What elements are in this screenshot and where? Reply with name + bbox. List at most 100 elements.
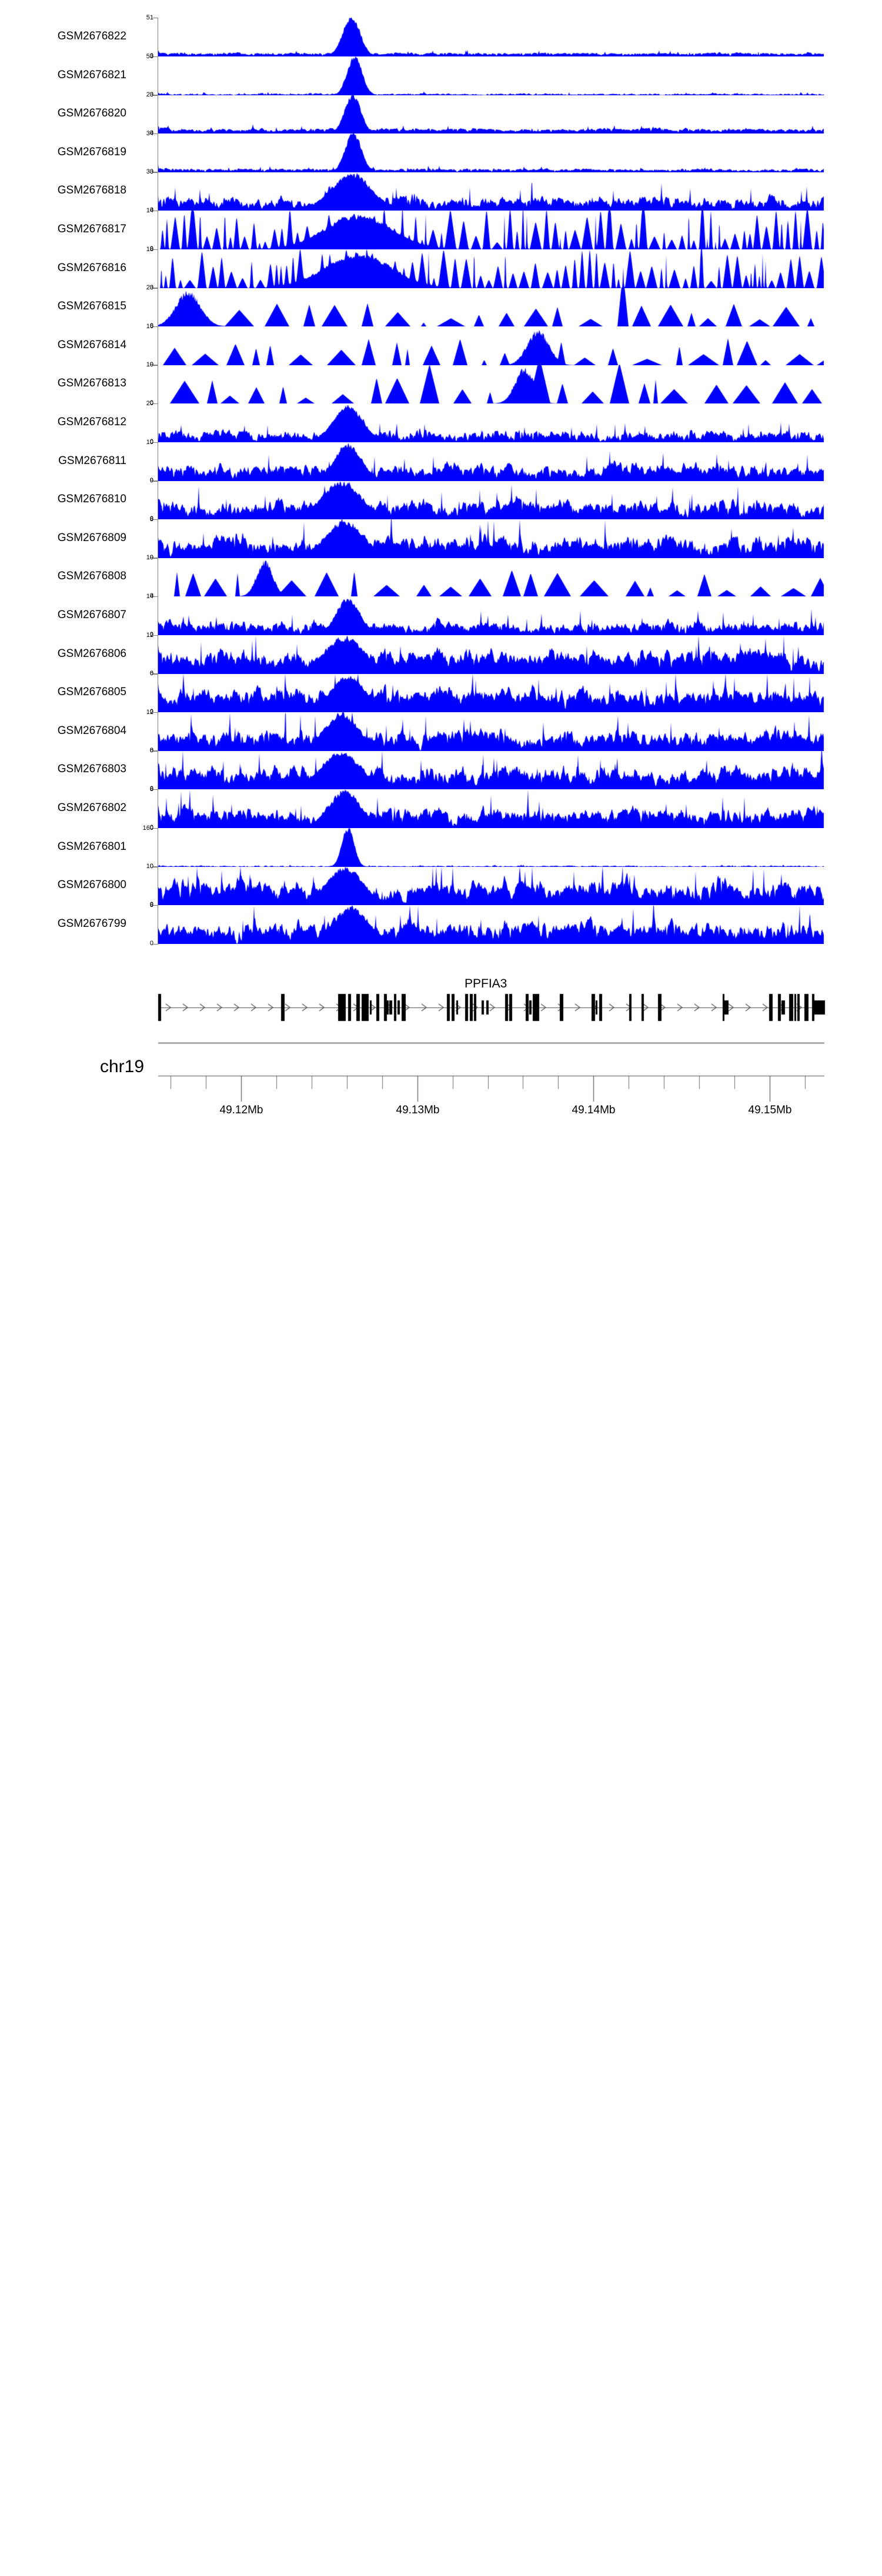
- coverage-track[interactable]: GSM2676821 53 0: [0, 53, 882, 98]
- coverage-track[interactable]: GSM2676820 23 0: [0, 91, 882, 136]
- coverage-track[interactable]: GSM2676802 8 0: [0, 786, 882, 831]
- coverage-signal: [158, 789, 824, 828]
- coverage-signal: [158, 712, 824, 751]
- coverage-track[interactable]: GSM2676806 12 0: [0, 631, 882, 677]
- y-axis-tick-max: [153, 326, 158, 327]
- coverage-track[interactable]: GSM2676808 19 0: [0, 555, 882, 599]
- coverage-track[interactable]: GSM2676810 9 0: [0, 477, 882, 523]
- y-axis-max-label: 16: [146, 322, 153, 330]
- y-axis-min-label: 0: [149, 91, 153, 98]
- track-sample-label: GSM2676801: [57, 840, 126, 853]
- y-axis-max-label: 18: [146, 245, 153, 253]
- track-sample-label: GSM2676812: [57, 416, 126, 428]
- track-sample-label: GSM2676821: [57, 68, 126, 81]
- y-axis-min-label: 0: [149, 438, 153, 445]
- y-axis-tick-max: [153, 403, 158, 404]
- coverage-track[interactable]: GSM2676799 8 0: [0, 901, 882, 946]
- y-axis-min-label: 0: [149, 901, 153, 909]
- coverage-track[interactable]: GSM2676819 34 0: [0, 129, 882, 175]
- coverage-track[interactable]: GSM2676801 160 0: [0, 824, 882, 870]
- y-axis-max-label: 51: [146, 14, 153, 21]
- coordinate-axis-canvas: [0, 1036, 882, 1102]
- coverage-signal: [158, 558, 824, 597]
- coverage-signal: [158, 249, 824, 288]
- y-axis-max-label: 8: [149, 515, 153, 523]
- coverage-track[interactable]: GSM2676817 14 0: [0, 207, 882, 252]
- y-axis-max-label: 10: [146, 438, 153, 446]
- coverage-signal: [158, 519, 824, 558]
- y-axis-min-label: 0: [149, 283, 153, 291]
- coverage-track[interactable]: GSM2676811 10 0: [0, 438, 882, 483]
- track-sample-label: GSM2676819: [57, 145, 126, 158]
- y-axis-min-label: 0: [149, 168, 153, 175]
- track-sample-label: GSM2676809: [57, 531, 126, 544]
- gene-name-label: PPFIA3: [465, 976, 507, 990]
- coverage-track[interactable]: GSM2676807 14 0: [0, 593, 882, 638]
- y-axis-max-label: 23: [146, 91, 153, 99]
- y-axis-min-label: 0: [149, 515, 153, 523]
- y-axis-tick-max: [153, 519, 158, 520]
- coverage-track[interactable]: GSM2676814 16 0: [0, 322, 882, 368]
- y-axis-max-label: 8: [149, 786, 153, 793]
- y-axis-min-label: 0: [149, 52, 153, 59]
- y-axis-max-label: 12: [146, 631, 153, 639]
- coordinate-tick-label: 49.14Mb: [572, 1104, 616, 1117]
- track-sample-label: GSM2676813: [57, 377, 126, 390]
- y-axis-max-label: 34: [146, 129, 153, 137]
- track-sample-label: GSM2676804: [57, 724, 126, 737]
- y-axis-max-label: 160: [142, 824, 153, 832]
- coverage-signal: [158, 18, 824, 56]
- coverage-signal: [158, 403, 824, 442]
- y-axis-min-label: 0: [149, 631, 153, 638]
- coverage-track[interactable]: GSM2676809 8 0: [0, 515, 882, 561]
- coverage-track[interactable]: GSM2676812 20 0: [0, 400, 882, 445]
- y-axis-max-label: 33: [146, 168, 153, 176]
- y-axis-min-label: 0: [149, 862, 153, 870]
- y-axis-min-label: 0: [149, 361, 153, 368]
- coverage-signal: [158, 56, 824, 95]
- y-axis-tick-max: [153, 442, 158, 443]
- y-axis-min-label: 0: [149, 746, 153, 754]
- coverage-signal: [158, 596, 824, 635]
- coverage-track[interactable]: GSM2676822 51 0: [0, 14, 882, 59]
- coverage-signal: [158, 750, 824, 790]
- coverage-track[interactable]: GSM2676818 33 0: [0, 168, 882, 213]
- coverage-signal: [158, 905, 824, 944]
- coverage-track[interactable]: GSM2676813 19 0: [0, 362, 882, 406]
- coverage-track[interactable]: GSM2676804 12 0: [0, 708, 882, 754]
- y-axis-max-label: 14: [146, 593, 153, 600]
- coverage-signal: [158, 866, 824, 906]
- y-axis-min-label: 0: [149, 553, 153, 561]
- track-sample-label: GSM2676800: [57, 879, 126, 892]
- y-axis-tick-max: [153, 827, 158, 829]
- y-axis-max-label: 14: [146, 207, 153, 214]
- coverage-track[interactable]: GSM2676803 8 0: [0, 747, 882, 792]
- coverage-track[interactable]: GSM2676815 23 0: [0, 285, 882, 329]
- y-axis-max-label: 8: [149, 901, 153, 909]
- y-axis-tick-max: [153, 712, 158, 713]
- y-axis-min-label: 0: [149, 669, 153, 677]
- coverage-track[interactable]: GSM2676805 6 0: [0, 670, 882, 715]
- y-axis-max-label: 9: [149, 477, 153, 485]
- track-sample-label: GSM2676816: [57, 261, 126, 274]
- y-axis-max-label: 12: [146, 708, 153, 716]
- y-axis-tick-max: [153, 673, 158, 675]
- y-axis-tick-max: [153, 866, 158, 867]
- track-sample-label: GSM2676822: [57, 30, 126, 42]
- coverage-track[interactable]: GSM2676800 10 0: [0, 863, 882, 909]
- coverage-signal: [158, 288, 824, 327]
- coverage-signal: [158, 365, 824, 404]
- coverage-signal: [158, 635, 824, 674]
- y-axis-tick-max: [153, 56, 158, 57]
- coverage-signal: [158, 481, 824, 520]
- coverage-track[interactable]: GSM2676816 18 0: [0, 245, 882, 291]
- track-sample-label: GSM2676808: [57, 570, 126, 583]
- track-sample-label: GSM2676806: [57, 647, 126, 660]
- y-axis-tick-max: [153, 635, 158, 636]
- coverage-signal: [158, 326, 824, 365]
- y-axis-max-label: 8: [149, 747, 153, 755]
- y-axis-max-label: 20: [146, 400, 153, 407]
- coordinate-tick-label: 49.12Mb: [219, 1104, 263, 1117]
